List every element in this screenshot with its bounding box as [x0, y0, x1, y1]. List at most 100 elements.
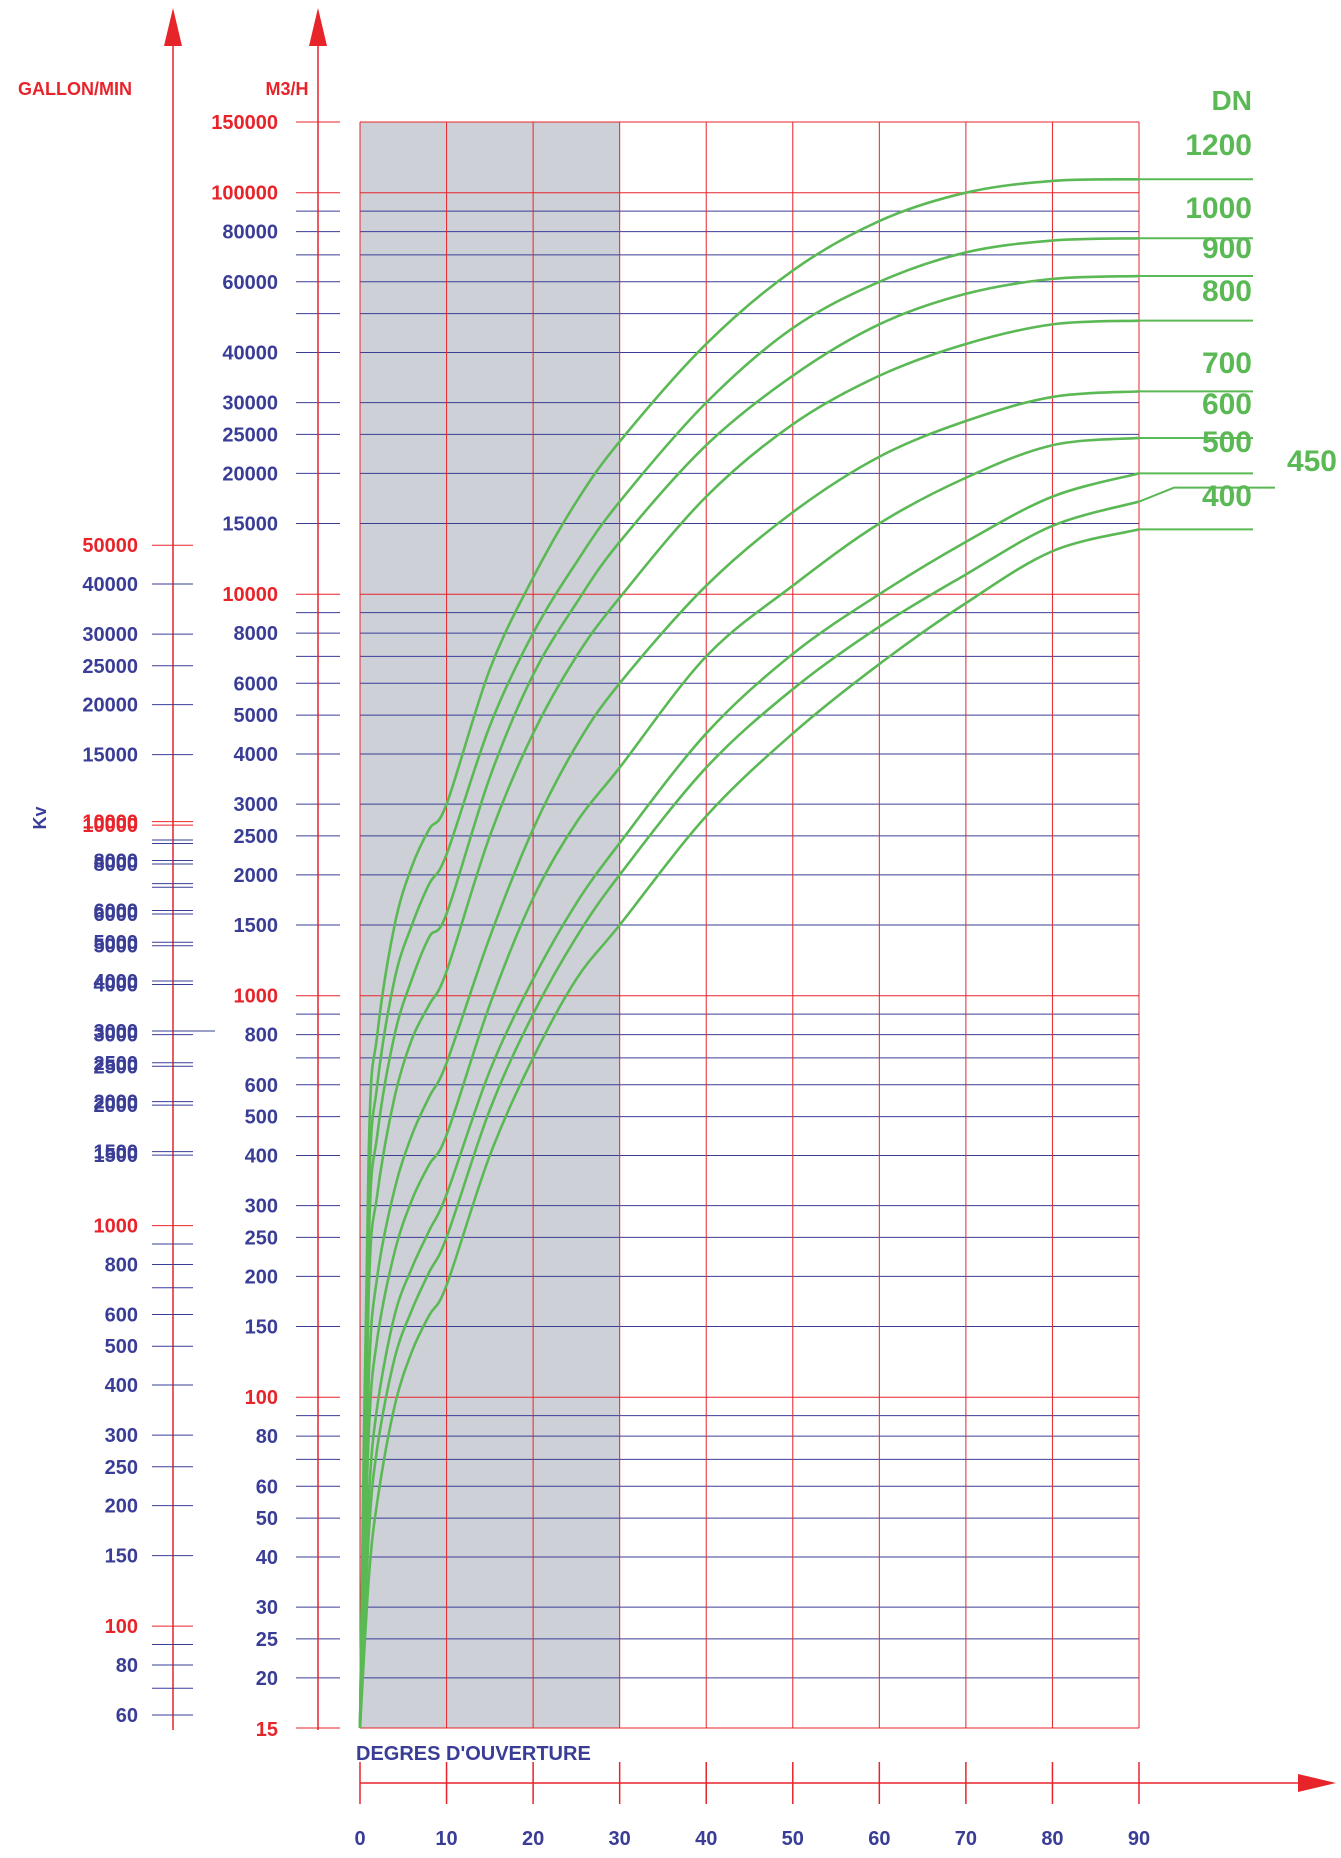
m3h-tick-label: 1500 — [234, 915, 279, 937]
m3h-tick-label: 150000 — [211, 112, 278, 134]
series-line-900 — [358, 274, 1140, 1729]
m3h-tick-label: 50 — [256, 1508, 278, 1530]
kv-tick-label: 6000 — [94, 900, 139, 922]
gpm-tick-label: 600 — [105, 1305, 138, 1327]
x-tick-label: 60 — [868, 1828, 890, 1850]
x-tick-label: 10 — [435, 1828, 457, 1850]
kv-axis-title: Kv — [30, 806, 50, 829]
series-label: 800 — [1202, 275, 1252, 308]
m3h-tick-label: 20000 — [222, 463, 278, 485]
series-label: 400 — [1202, 480, 1252, 513]
series-label: 700 — [1202, 347, 1252, 380]
series-label: 1200 — [1185, 129, 1252, 162]
series-line-1200 — [358, 177, 1140, 1729]
m3h-tick-label: 100 — [245, 1387, 278, 1409]
m3h-tick-label: 40000 — [222, 342, 278, 364]
kv-tick-label: 2500 — [94, 1053, 139, 1075]
m3h-tick-label: 25000 — [222, 424, 278, 446]
m3h-tick-label: 80000 — [222, 222, 278, 244]
m3h-tick-label: 6000 — [234, 673, 279, 695]
x-tick-label: 30 — [609, 1828, 631, 1850]
kv-tick-label: 3000 — [94, 1021, 139, 1043]
gpm-tick-label: 6000 — [94, 904, 139, 926]
x-tick-label: 0 — [354, 1828, 365, 1850]
gpm-tick-label: 5000 — [94, 936, 139, 958]
m3h-tick-label: 200 — [245, 1266, 278, 1288]
m3h-tick-label: 30 — [256, 1597, 278, 1619]
m3h-tick-label: 25 — [256, 1629, 278, 1651]
leader-450 — [1138, 486, 1275, 503]
gpm-tick-label: 3000 — [94, 1025, 139, 1047]
m3h-tick-label: 4000 — [234, 744, 279, 766]
series-line-600 — [358, 436, 1140, 1729]
kv-tick-label: 4000 — [94, 971, 139, 993]
gpm-tick-label: 500 — [105, 1336, 138, 1358]
series-line-1000 — [358, 236, 1140, 1729]
gpm-tick-label: 250 — [105, 1457, 138, 1479]
m3h-tick-label: 8000 — [234, 623, 279, 645]
x-tick-label: 90 — [1128, 1828, 1150, 1850]
gpm-axis-arrow — [164, 8, 182, 46]
gpm-tick-label: 200 — [105, 1496, 138, 1518]
series-line-450 — [358, 500, 1140, 1729]
m3h-tick-label: 100000 — [211, 183, 278, 205]
m3h-tick-label: 60 — [256, 1476, 278, 1498]
gpm-tick-label: 80 — [116, 1655, 138, 1677]
x-axis-title: DEGRES D'OUVERTURE — [356, 1743, 591, 1765]
m3h-tick-label: 500 — [245, 1107, 278, 1129]
m3h-tick-label: 150 — [245, 1317, 278, 1339]
m3h-tick-label: 5000 — [234, 705, 279, 727]
m3h-tick-label: 20 — [256, 1668, 278, 1690]
series-line-400 — [358, 528, 1140, 1729]
gpm-tick-label: 50000 — [82, 535, 138, 557]
series-label: 1000 — [1185, 192, 1252, 225]
kv-tick-label: 5000 — [94, 932, 139, 954]
x-tick-label: 50 — [782, 1828, 804, 1850]
gpm-tick-label: 1000 — [94, 1216, 139, 1238]
gpm-tick-label: 20000 — [82, 695, 138, 717]
m3h-tick-label: 2500 — [234, 826, 279, 848]
gpm-tick-label: 300 — [105, 1425, 138, 1447]
series-label: 450 — [1287, 445, 1337, 478]
gpm-tick-label: 40000 — [82, 574, 138, 596]
x-tick-label: 70 — [955, 1828, 977, 1850]
gpm-tick-label: 800 — [105, 1254, 138, 1276]
series-line-700 — [358, 390, 1140, 1729]
gpm-tick-label: 30000 — [82, 624, 138, 646]
legend-title: DN — [1212, 85, 1252, 116]
m3h-tick-label: 15 — [256, 1719, 278, 1741]
gpm-tick-label: 4000 — [94, 975, 139, 997]
gpm-tick-label: 10000 — [82, 815, 138, 837]
gpm-tick-label: 1500 — [94, 1145, 139, 1167]
m3h-tick-label: 3000 — [234, 794, 279, 816]
m3h-tick-label: 2000 — [234, 865, 279, 887]
m3h-tick-label: 40 — [256, 1547, 278, 1569]
m3h-tick-label: 15000 — [222, 514, 278, 536]
series-label: 600 — [1202, 388, 1252, 421]
m3h-tick-label: 80 — [256, 1426, 278, 1448]
gpm-tick-label: 15000 — [82, 745, 138, 767]
gpm-tick-label: 25000 — [82, 656, 138, 678]
m3h-tick-label: 30000 — [222, 393, 278, 415]
m3h-tick-label: 1000 — [234, 986, 279, 1008]
x-tick-label: 20 — [522, 1828, 544, 1850]
m3h-tick-label: 250 — [245, 1227, 278, 1249]
x-tick-label: 80 — [1041, 1828, 1063, 1850]
gpm-tick-label: 2000 — [94, 1095, 139, 1117]
kv-tick-label: 1500 — [94, 1142, 139, 1164]
m3h-axis-title: M3/H — [265, 79, 308, 99]
kv-tick-label: 8000 — [94, 850, 139, 872]
m3h-tick-label: 10000 — [222, 584, 278, 606]
series-line-500 — [358, 472, 1140, 1729]
gpm-tick-label: 150 — [105, 1546, 138, 1568]
gpm-axis-title: GALLON/MIN — [18, 79, 132, 99]
series-line-800 — [358, 319, 1140, 1729]
series-label: 900 — [1202, 232, 1252, 265]
gpm-tick-label: 100 — [105, 1616, 138, 1638]
series-label: 500 — [1202, 426, 1252, 459]
gpm-tick-label: 2500 — [94, 1056, 139, 1078]
gpm-tick-label: 60 — [116, 1705, 138, 1727]
kv-tick-label: 2000 — [94, 1092, 139, 1114]
x-axis-arrow — [1298, 1774, 1336, 1792]
